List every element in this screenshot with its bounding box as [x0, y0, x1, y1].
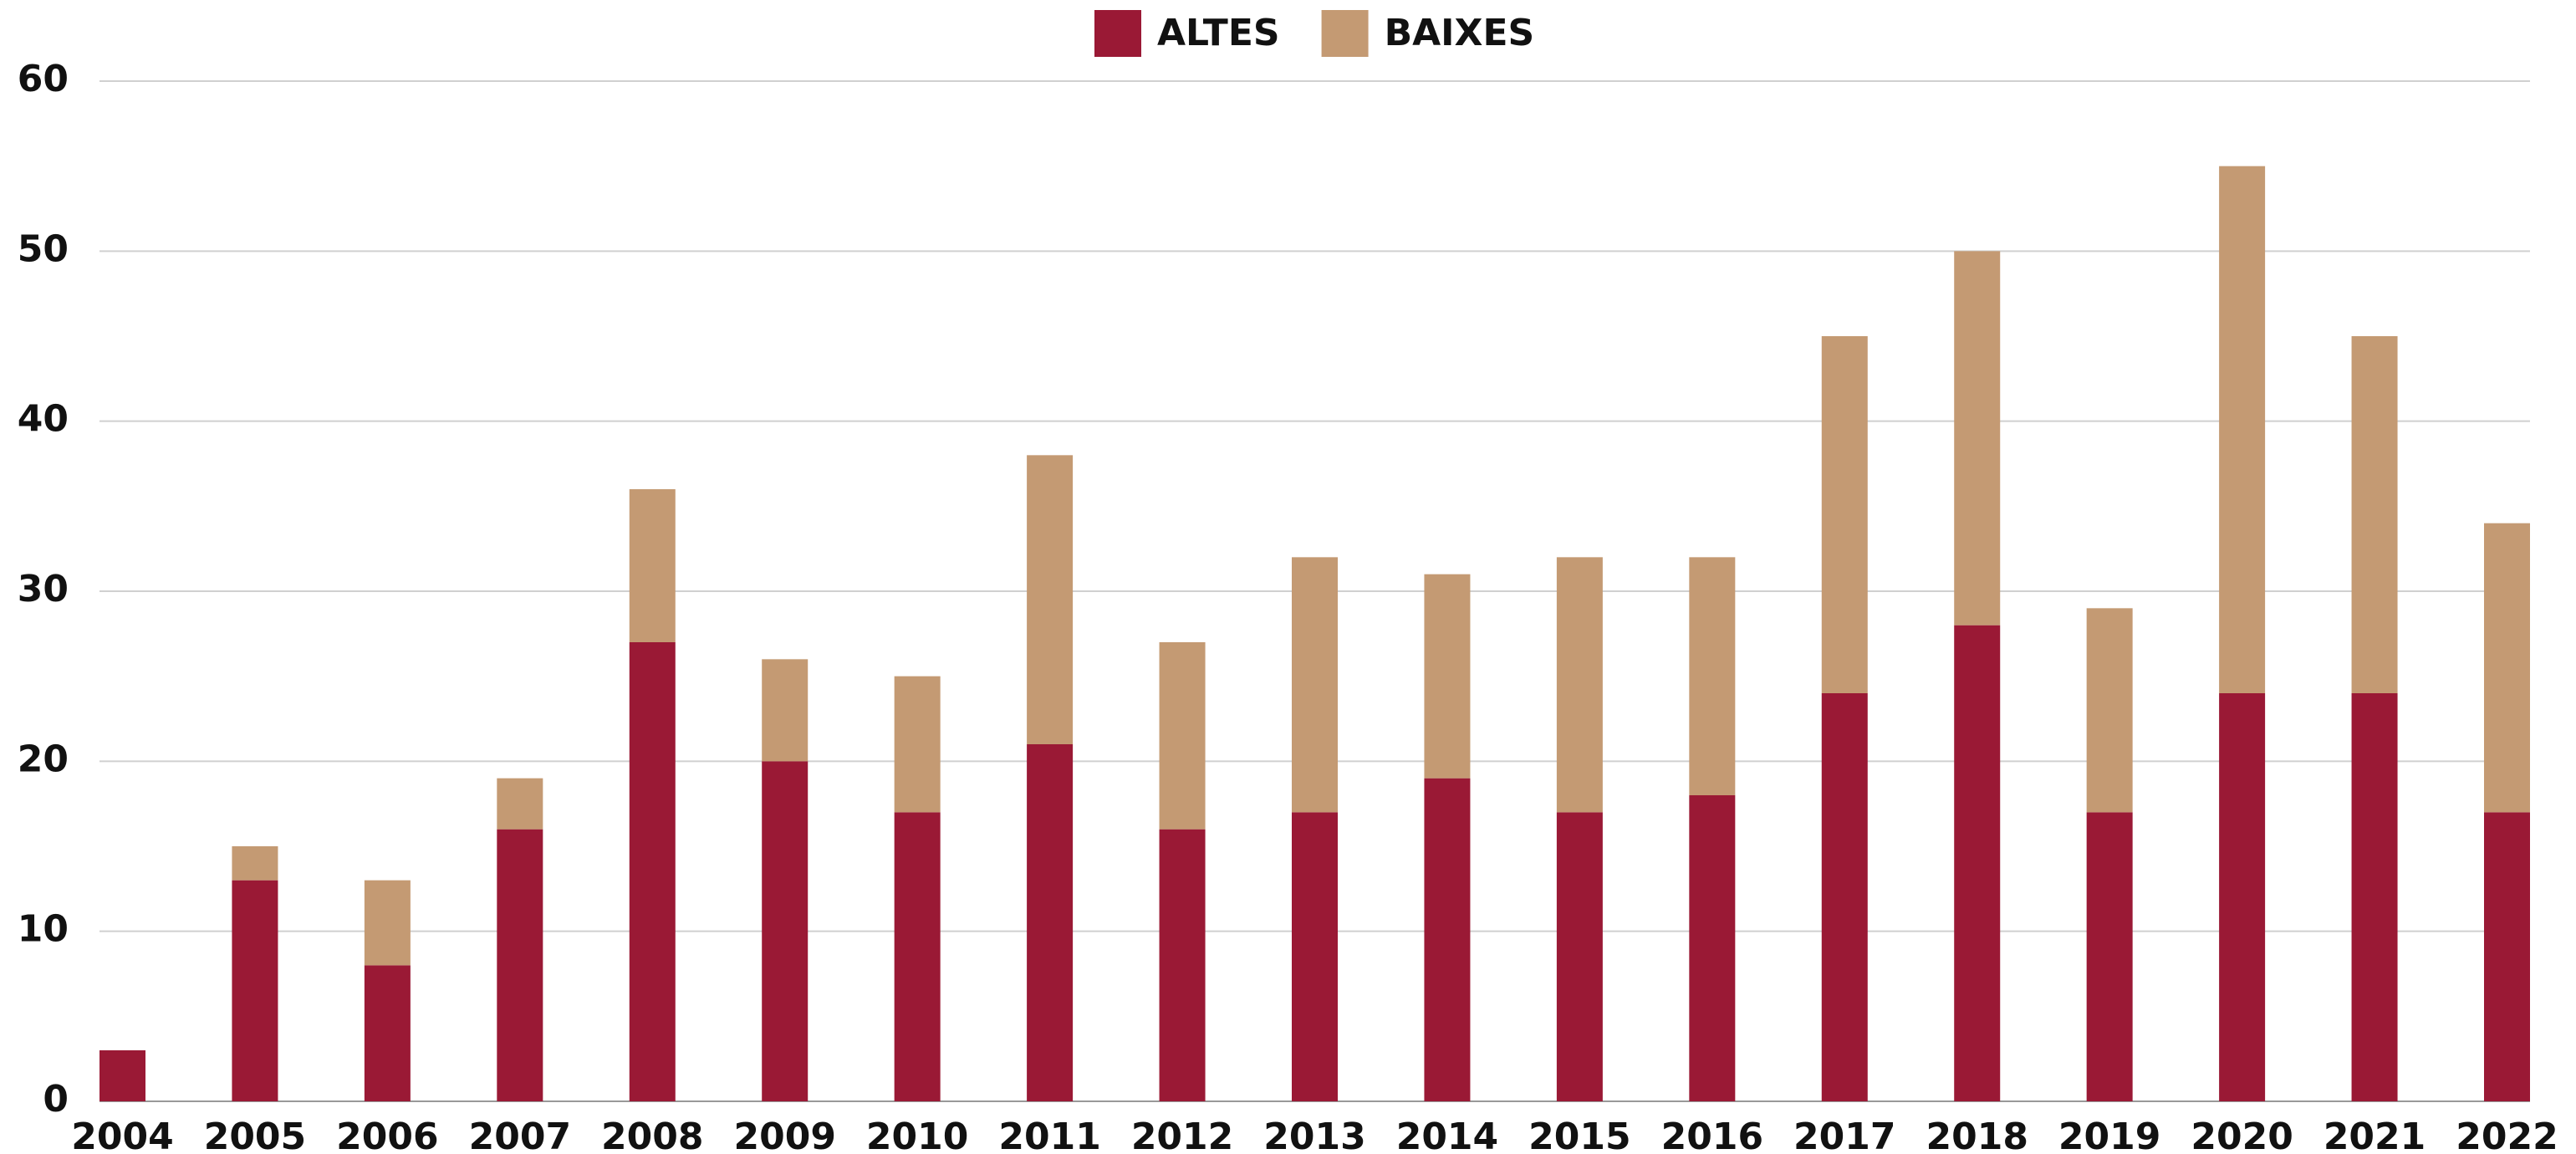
legend-swatch	[1094, 10, 1141, 57]
bar-segment	[1689, 795, 1736, 1101]
bar-segment	[1954, 251, 2001, 626]
bar-segment	[1954, 625, 2001, 1101]
bar-segment	[497, 829, 543, 1101]
bar-segment	[364, 880, 411, 966]
y-tick-label: 30	[18, 568, 69, 610]
bar-segment	[2219, 166, 2266, 693]
bar-segment	[629, 489, 676, 642]
x-tick-label: 2009	[733, 1116, 835, 1154]
bar-segment	[2484, 812, 2530, 1101]
x-tick-label: 2011	[998, 1116, 1100, 1154]
x-tick-label: 2007	[469, 1116, 571, 1154]
bar-segment	[1556, 557, 1603, 813]
bar-segment	[497, 778, 543, 830]
bar-segment	[2086, 608, 2133, 813]
bar-segment	[232, 846, 278, 881]
bar-segment	[1292, 557, 1338, 813]
x-tick-label: 2021	[2324, 1116, 2426, 1154]
y-tick-label: 20	[18, 738, 69, 780]
y-tick-label: 10	[18, 908, 69, 951]
x-tick-label: 2006	[336, 1116, 438, 1154]
y-tick-label: 60	[18, 58, 69, 100]
x-tick-label: 2005	[204, 1116, 306, 1154]
bar-segment	[894, 812, 941, 1101]
bar-segment	[1424, 778, 1471, 1101]
legend-swatch	[1321, 10, 1369, 57]
x-tick-label: 2015	[1528, 1116, 1630, 1154]
bar-segment	[1821, 336, 1868, 693]
bar-segment	[1424, 574, 1471, 779]
x-tick-label: 2012	[1131, 1116, 1233, 1154]
x-tick-label: 2019	[2058, 1116, 2160, 1154]
bar-segment	[2086, 812, 2133, 1101]
x-tick-label: 2008	[601, 1116, 703, 1154]
y-tick-label: 40	[18, 398, 69, 441]
bar-segment	[2351, 336, 2398, 693]
bar-segment	[1821, 693, 1868, 1101]
x-tick-label: 2017	[1793, 1116, 1895, 1154]
x-tick-label: 2016	[1661, 1116, 1763, 1154]
bar-segment	[1159, 829, 1206, 1101]
bar-segment	[1027, 455, 1074, 744]
bar-segment	[2219, 693, 2266, 1101]
bar-segment	[232, 880, 278, 1101]
x-tick-label: 2020	[2191, 1116, 2293, 1154]
bar-segment	[1292, 812, 1338, 1101]
bar-segment	[2351, 693, 2398, 1101]
bar-segment	[1027, 744, 1074, 1101]
x-tick-label: 2013	[1263, 1116, 1365, 1154]
bar-segment	[762, 659, 809, 762]
bar-segment	[762, 761, 809, 1101]
bar-segment	[894, 676, 941, 813]
bar-segment	[629, 642, 676, 1101]
x-tick-label: 2018	[1926, 1116, 2028, 1154]
bar-segment	[2484, 523, 2530, 813]
bar-segment	[1556, 812, 1603, 1101]
y-tick-label: 50	[18, 227, 69, 270]
x-tick-label: 2022	[2456, 1116, 2558, 1154]
x-tick-label: 2004	[71, 1116, 173, 1154]
x-tick-label: 2014	[1396, 1116, 1498, 1154]
legend-label: BAIXES	[1385, 12, 1535, 54]
bar-segment	[1159, 642, 1206, 830]
bar-segment	[99, 1050, 145, 1101]
bar-segment	[364, 965, 411, 1101]
legend-label: ALTES	[1157, 12, 1280, 54]
y-tick-label: 0	[43, 1078, 69, 1121]
x-tick-label: 2010	[866, 1116, 968, 1154]
bar-segment	[1689, 557, 1736, 795]
